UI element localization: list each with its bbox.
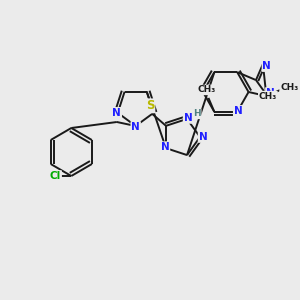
Text: N: N [234, 106, 242, 116]
Text: S: S [146, 99, 154, 112]
Text: N: N [266, 88, 275, 98]
Text: N: N [112, 108, 121, 118]
Text: Cl: Cl [50, 171, 61, 181]
Text: CH₃: CH₃ [197, 85, 216, 94]
Text: N: N [184, 113, 192, 123]
Text: H: H [193, 110, 201, 118]
Text: CH₃: CH₃ [259, 92, 277, 100]
Text: N: N [131, 122, 140, 132]
Text: CH₃: CH₃ [280, 83, 298, 92]
Text: N: N [199, 132, 207, 142]
Text: N: N [262, 61, 271, 71]
Text: N: N [160, 142, 169, 152]
